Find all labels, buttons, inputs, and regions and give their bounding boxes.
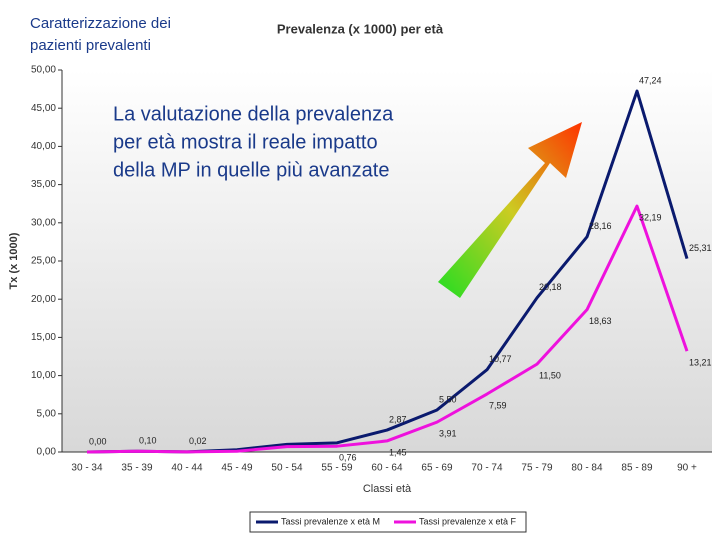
data-label: 3,91 bbox=[439, 429, 457, 439]
y-tick-label: 45,00 bbox=[31, 103, 56, 114]
x-tick-label: 85 - 89 bbox=[621, 463, 653, 474]
data-label: 25,31 bbox=[689, 243, 712, 253]
data-label: 47,24 bbox=[639, 75, 662, 85]
data-label: 5,50 bbox=[439, 394, 457, 404]
series-line bbox=[86, 204, 689, 454]
x-tick-label: 75 - 79 bbox=[521, 463, 553, 474]
x-tick-label: 35 - 39 bbox=[121, 463, 153, 474]
x-tick-label: 80 - 84 bbox=[571, 463, 603, 474]
y-tick-label: 40,00 bbox=[31, 141, 56, 152]
marks: 0,00 5,00 10,00 15,00 20,00 25,00 30,00 35,00 40… bbox=[31, 65, 712, 474]
legend-label: Tassi prevalenze x età M bbox=[281, 516, 380, 526]
data-label: 0,10 bbox=[139, 436, 157, 446]
data-label: 32,19 bbox=[639, 212, 662, 222]
data-label: 13,21 bbox=[689, 357, 712, 367]
data-label: 2,87 bbox=[389, 414, 407, 424]
legend-label: Tassi prevalenze x età F bbox=[419, 516, 517, 526]
annotation-3: della MP in quelle più avanzate bbox=[113, 159, 389, 181]
y-tick-label: 30,00 bbox=[31, 217, 56, 228]
data-label: 0,76 bbox=[339, 453, 357, 463]
x-tick-label: 55 - 59 bbox=[321, 463, 353, 474]
data-label: 28,16 bbox=[589, 221, 612, 231]
arrow bbox=[438, 122, 582, 298]
data-label: 0,00 bbox=[89, 436, 107, 446]
annotation-1: La valutazione della prevalenza bbox=[113, 103, 394, 125]
x-tick-label: 90 + bbox=[677, 463, 697, 474]
y-tick-label: 10,00 bbox=[31, 370, 56, 381]
x-tick-label: 70 - 74 bbox=[471, 463, 503, 474]
x-tick-label: 60 - 64 bbox=[371, 463, 403, 474]
data-label: 20,18 bbox=[539, 282, 562, 292]
y-tick-label: 20,00 bbox=[31, 294, 56, 305]
y-tick-label: 25,00 bbox=[31, 256, 56, 267]
y-tick-label: 5,00 bbox=[37, 408, 57, 419]
y-tick-label: 0,00 bbox=[37, 447, 57, 458]
y-axis-label: Tx (x 1000) bbox=[8, 232, 20, 289]
slide-title-2: pazienti prevalenti bbox=[30, 37, 151, 54]
plot-area bbox=[62, 70, 712, 452]
x-tick-label: 30 - 34 bbox=[71, 463, 103, 474]
annotation-2: per età mostra il reale impatto bbox=[113, 131, 378, 153]
data-label: 11,50 bbox=[539, 371, 561, 381]
legend bbox=[249, 511, 527, 533]
y-tick-label: 35,00 bbox=[31, 179, 56, 190]
data-label: 10,77 bbox=[489, 354, 512, 364]
data-label: 18,63 bbox=[589, 316, 612, 326]
data-label: 7,59 bbox=[489, 400, 507, 410]
x-tick-label: 65 - 69 bbox=[421, 463, 453, 474]
slide-title-1: Caratterizzazione dei bbox=[30, 15, 171, 32]
data-label: 1,45 bbox=[389, 447, 407, 457]
y-tick-label: 50,00 bbox=[31, 65, 56, 76]
x-tick-label: 40 - 44 bbox=[171, 463, 203, 474]
x-tick-label: 50 - 54 bbox=[271, 463, 303, 474]
chart-title: Prevalenza (x 1000) per età bbox=[277, 21, 444, 36]
x-axis-label: Classi età bbox=[363, 483, 412, 495]
data-label: 0,02 bbox=[189, 436, 207, 446]
x-tick-label: 45 - 49 bbox=[221, 463, 253, 474]
y-tick-label: 15,00 bbox=[31, 332, 56, 343]
